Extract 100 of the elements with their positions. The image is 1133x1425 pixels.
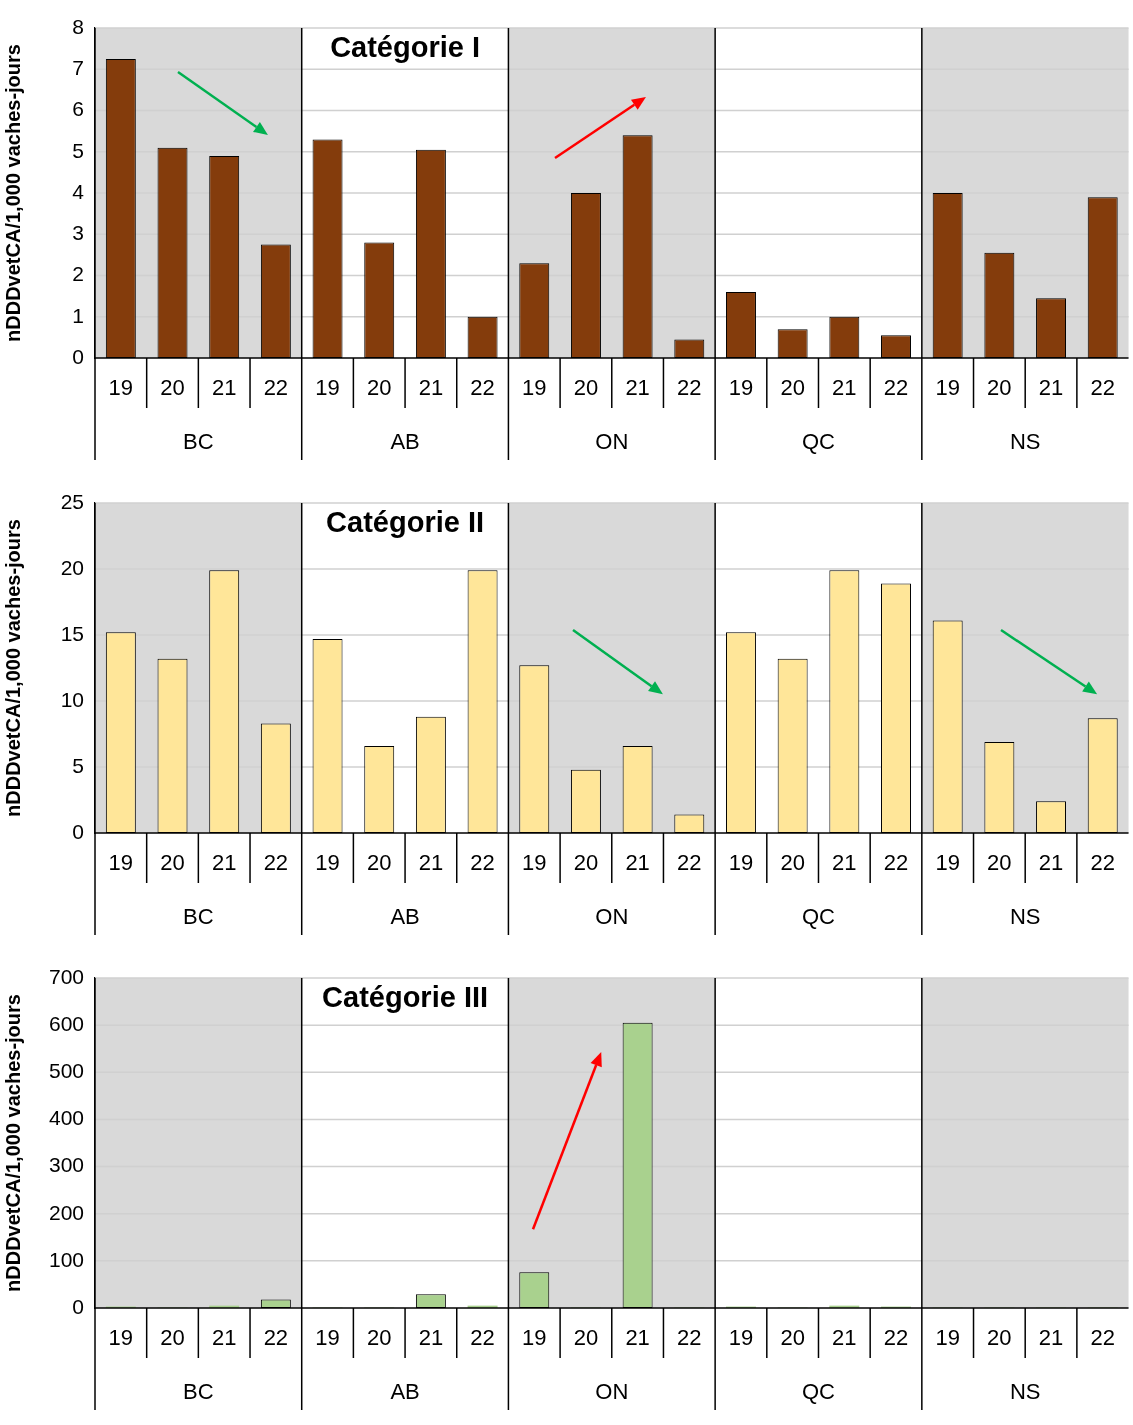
text: QC	[801, 1379, 836, 1405]
x-tick-label: 20	[366, 1325, 392, 1351]
x-tick-label: 22	[883, 1325, 909, 1351]
y-tick-label: 8	[72, 14, 84, 38]
y-tick-label: 0	[72, 344, 84, 368]
text: NS	[1009, 429, 1041, 455]
y-tick-label: 100	[48, 1247, 84, 1271]
x-tick-label: 19	[315, 1325, 340, 1351]
x-tick-label: 22	[470, 375, 495, 401]
x-tick-label: 21	[625, 1325, 650, 1351]
text: QC	[801, 429, 836, 455]
x-tick-label: 19	[728, 850, 754, 876]
x-tick-label: 21	[1038, 1325, 1064, 1351]
x-tick-label: 21	[832, 850, 857, 876]
x-tick-label: 19	[522, 375, 547, 401]
x-tick-label: 20	[780, 1325, 805, 1351]
x-tick-label: 20	[987, 850, 1012, 876]
x-tick-label: 21	[832, 375, 857, 401]
x-tick-label: 21	[418, 375, 444, 401]
x-tick-label: 21	[211, 850, 237, 876]
x-tick-label: 19	[935, 375, 960, 401]
x-tick-label: 22	[470, 850, 495, 876]
x-tick-label: 21	[832, 1325, 857, 1351]
y-axis-title: nDDDvetCA/1,000 vaches-jours	[1, 994, 24, 1292]
x-tick-label: 19	[315, 850, 340, 876]
x-tick-label: 21	[211, 375, 237, 401]
text: ON	[595, 904, 629, 930]
x-tick-label: 21	[625, 850, 650, 876]
x-tick-label: 20	[780, 850, 805, 876]
x-tick-label: 19	[108, 375, 134, 401]
chart-title: Catégorie III	[322, 981, 489, 1013]
text: ON	[595, 429, 629, 455]
x-tick-label: 21	[418, 1325, 444, 1351]
x-tick-label: 20	[573, 375, 599, 401]
x-tick-label: 20	[573, 850, 599, 876]
y-tick-label: 7	[72, 56, 84, 80]
text: BC	[183, 1379, 214, 1405]
y-tick-label: 300	[48, 1153, 84, 1177]
text: AB	[390, 1379, 420, 1405]
text: NS	[1009, 904, 1041, 930]
text: ON	[595, 1379, 629, 1405]
x-tick-label: 19	[522, 850, 547, 876]
x-tick-label: 22	[883, 850, 909, 876]
x-tick-label: 21	[625, 375, 650, 401]
y-tick-label: 700	[48, 964, 84, 988]
x-tick-label: 19	[935, 1325, 960, 1351]
x-tick-label: 22	[263, 850, 289, 876]
x-tick-label: 19	[935, 850, 960, 876]
x-tick-label: 22	[677, 375, 702, 401]
y-tick-label: 500	[48, 1059, 84, 1083]
x-tick-label: 22	[263, 375, 289, 401]
text: AB	[390, 904, 420, 930]
x-tick-label: 19	[108, 1325, 134, 1351]
x-tick-label: 21	[211, 1325, 237, 1351]
y-tick-label: 5	[72, 138, 84, 162]
y-tick-label: 10	[60, 687, 84, 711]
y-tick-label: 3	[72, 221, 84, 245]
y-axis-title: nDDDvetCA/1,000 vaches-jours	[1, 44, 24, 342]
x-tick-label: 22	[883, 375, 909, 401]
x-tick-label: 22	[1090, 1325, 1115, 1351]
x-tick-label: 19	[315, 375, 340, 401]
x-tick-label: 19	[522, 1325, 547, 1351]
text: NS	[1009, 1379, 1041, 1405]
y-tick-label: 0	[72, 819, 84, 843]
x-tick-label: 22	[1090, 850, 1115, 876]
x-tick-label: 22	[677, 1325, 702, 1351]
text: BC	[183, 904, 214, 930]
y-axis-title: nDDDvetCA/1,000 vaches-jours	[1, 519, 24, 817]
x-tick-label: 22	[263, 1325, 289, 1351]
x-tick-label: 22	[1090, 375, 1115, 401]
y-tick-label: 5	[72, 753, 84, 777]
x-tick-label: 21	[1038, 375, 1064, 401]
x-tick-label: 20	[366, 850, 392, 876]
x-tick-label: 20	[573, 1325, 599, 1351]
x-tick-label: 22	[470, 1325, 495, 1351]
x-tick-label: 22	[677, 850, 702, 876]
y-tick-label: 20	[60, 555, 84, 579]
text: QC	[801, 904, 836, 930]
y-tick-label: 0	[72, 1294, 84, 1318]
y-tick-label: 15	[60, 621, 84, 645]
y-tick-label: 400	[48, 1106, 84, 1130]
y-tick-label: 1	[72, 303, 84, 327]
chart-title: Catégorie II	[326, 506, 485, 538]
x-tick-label: 19	[728, 375, 754, 401]
y-tick-label: 25	[60, 489, 84, 513]
x-tick-label: 19	[108, 850, 134, 876]
y-tick-label: 600	[48, 1011, 84, 1035]
text: BC	[183, 429, 214, 455]
text: AB	[390, 429, 420, 455]
x-tick-label: 19	[728, 1325, 754, 1351]
y-tick-label: 200	[48, 1200, 84, 1224]
x-tick-label: 20	[160, 1325, 185, 1351]
x-tick-label: 20	[780, 375, 805, 401]
x-tick-label: 20	[987, 1325, 1012, 1351]
x-tick-label: 21	[418, 850, 444, 876]
x-tick-label: 20	[987, 375, 1012, 401]
y-tick-label: 6	[72, 97, 84, 121]
x-tick-label: 20	[160, 375, 185, 401]
x-tick-label: 20	[366, 375, 392, 401]
y-tick-label: 2	[72, 262, 84, 286]
